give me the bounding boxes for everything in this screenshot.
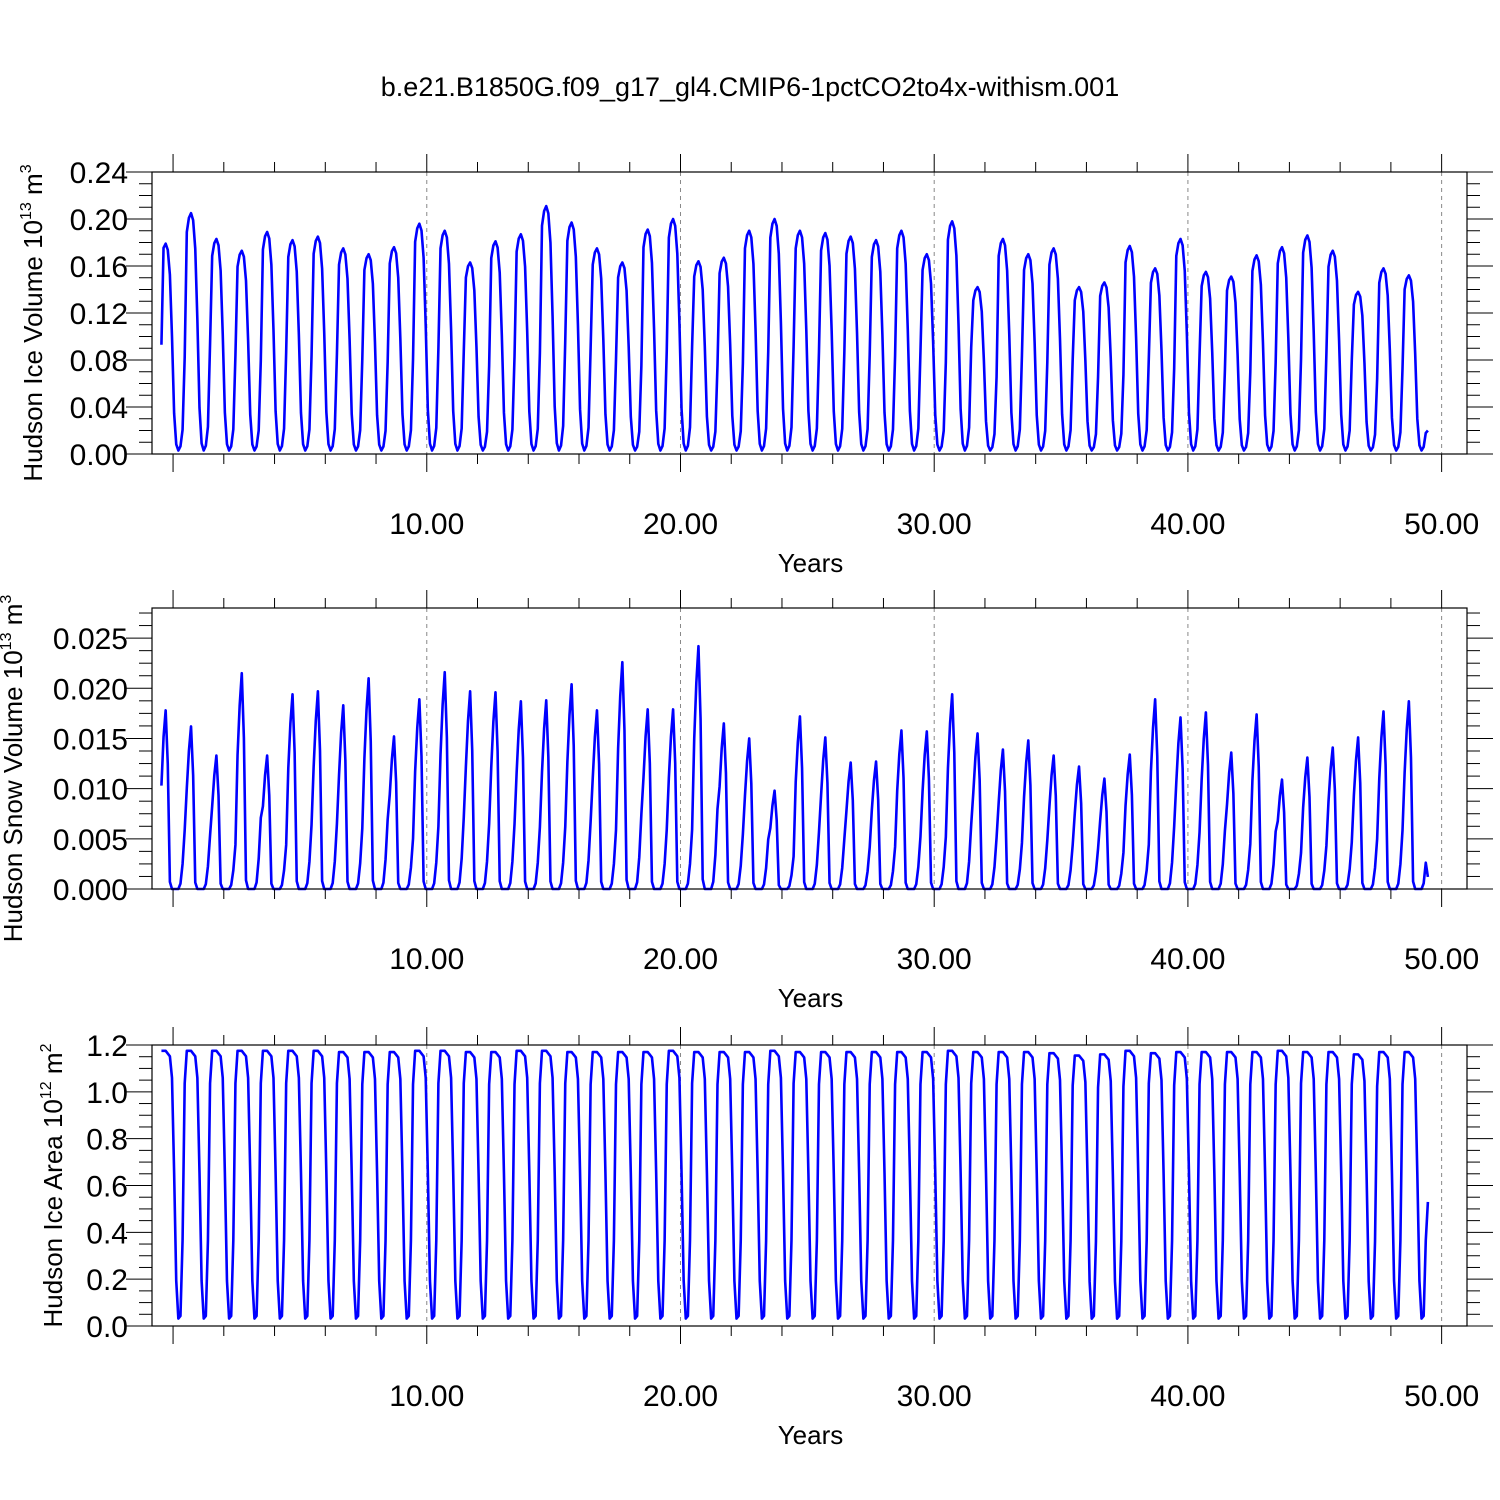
- y-tick-label: 1.2: [86, 1030, 128, 1063]
- x-tick-label: 50.00: [1404, 943, 1479, 976]
- series-line: [160, 204, 1429, 452]
- y-tick-label: 0.015: [53, 723, 128, 756]
- y-tick-label: 0.020: [53, 673, 128, 706]
- x-tick-label: 40.00: [1150, 943, 1225, 976]
- y-tick-label: 1.0: [86, 1077, 128, 1110]
- y-tick-label: 0.0: [86, 1311, 128, 1344]
- x-axis-label: Years: [778, 548, 844, 578]
- x-tick-label: 10.00: [389, 943, 464, 976]
- y-tick-label: 0.025: [53, 623, 128, 656]
- x-tick-label: 30.00: [897, 943, 972, 976]
- y-tick-label: 0.000: [53, 874, 128, 907]
- y-tick-label: 0.010: [53, 774, 128, 807]
- x-tick-label: 50.00: [1404, 508, 1479, 541]
- y-axis-label: Hudson Ice Volume 1013 m3: [18, 164, 48, 481]
- x-tick-label: 40.00: [1150, 1380, 1225, 1413]
- x-tick-label: 10.00: [389, 508, 464, 541]
- y-axis-label: Hudson Ice Area 1012 m2: [38, 1043, 68, 1327]
- x-tick-label: 50.00: [1404, 1380, 1479, 1413]
- panel-2: 10.00 20.00 30.00 40.00 50.00 Years 0.000 0.005…: [0, 590, 1493, 1013]
- chart-title: b.e21.B1850G.f09_g17_gl4.CMIP6-1pctCO2to…: [380, 72, 1120, 102]
- y-tick-label: 0.08: [70, 345, 128, 378]
- y-tick-label: 0.16: [70, 251, 128, 284]
- panel-3: 10.00 20.00 30.00 40.00 50.00 Years 0.0 0.2 0.4 0…: [38, 1027, 1493, 1450]
- y-tick-label: 0.005: [53, 824, 128, 857]
- x-axis-label: Years: [778, 1420, 844, 1450]
- x-tick-label: 30.00: [897, 508, 972, 541]
- series-line: [160, 644, 1430, 891]
- x-tick-label: 20.00: [643, 1380, 718, 1413]
- y-tick-label: 0.12: [70, 298, 128, 331]
- y-tick-label: 0.04: [70, 392, 128, 425]
- x-axis-label: Years: [778, 983, 844, 1013]
- panel-1: 10.00 20.00 30.00 40.00 50.00 Years 0.00 0.04 0.…: [18, 154, 1493, 578]
- x-tick-label: 10.00: [389, 1380, 464, 1413]
- x-tick-label: 20.00: [643, 508, 718, 541]
- y-tick-label: 0.24: [70, 157, 128, 190]
- x-tick-label: 40.00: [1150, 508, 1225, 541]
- x-tick-label: 30.00: [897, 1380, 972, 1413]
- plot-frame: [151, 607, 1468, 890]
- y-tick-label: 0.4: [86, 1217, 128, 1250]
- y-tick-label: 0.00: [70, 439, 128, 472]
- y-axis-label: Hudson Snow Volume 1013 m3: [0, 595, 28, 943]
- y-tick-label: 0.8: [86, 1124, 128, 1157]
- y-tick-label: 0.20: [70, 204, 128, 237]
- y-tick-label: 0.6: [86, 1171, 128, 1204]
- series-line: [161, 1049, 1430, 1320]
- x-tick-label: 20.00: [643, 943, 718, 976]
- y-tick-label: 0.2: [86, 1264, 128, 1297]
